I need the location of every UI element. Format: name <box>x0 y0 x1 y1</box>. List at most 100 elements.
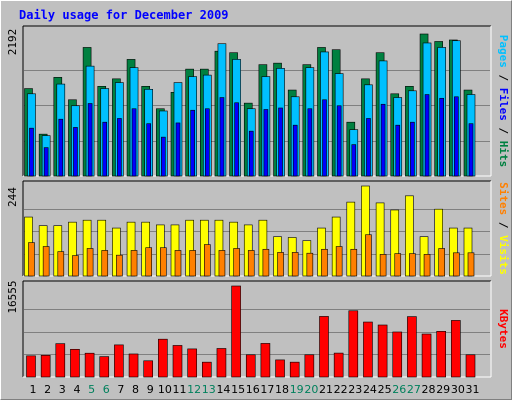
sites-bar-day-17 <box>262 248 270 277</box>
pages-bar-day-23 <box>351 144 357 177</box>
pages-bar-day-18 <box>278 107 283 177</box>
sites-bar-day-6 <box>101 250 109 277</box>
kbytes-bar-day-20 <box>304 354 315 378</box>
x-tick-label-day-21: 21 <box>319 383 333 396</box>
sites-bar-day-23 <box>350 248 358 277</box>
bottom-panel-series-label-part-1: KBytes <box>497 309 510 349</box>
x-tick-label-day-17: 17 <box>260 383 274 396</box>
sites-bar-day-18 <box>277 252 284 277</box>
kbytes-bar-day-15 <box>231 285 241 378</box>
x-tick-label-day-13: 13 <box>202 383 216 396</box>
x-tick-label-day-6: 6 <box>103 383 110 396</box>
kbytes-bar-day-14 <box>216 348 227 378</box>
x-tick-label-day-20: 20 <box>304 383 318 396</box>
kbytes-bar-day-24 <box>363 321 373 378</box>
x-tick-label-day-24: 24 <box>363 383 377 396</box>
sites-bar-day-4 <box>72 255 79 277</box>
kbytes-bar-day-2 <box>40 354 51 378</box>
pages-bar-day-25 <box>380 103 386 177</box>
x-tick-label-day-30: 30 <box>451 383 465 396</box>
sites-bar-day-28 <box>423 254 431 277</box>
sites-bar-day-20 <box>306 252 314 277</box>
middle-panel-series-label: Sites / Visits <box>497 182 510 275</box>
pages-bar-day-16 <box>248 130 254 177</box>
kbytes-bar-day-10 <box>158 338 168 378</box>
pages-bar-day-9 <box>146 123 151 177</box>
sites-bar-day-7 <box>116 254 123 277</box>
kbytes-bar-day-3 <box>55 343 66 378</box>
sites-bar-day-25 <box>379 254 387 277</box>
kbytes-bar-day-19 <box>289 361 300 378</box>
kbytes-bar-day-18 <box>275 359 285 378</box>
pages-bar-day-13 <box>205 108 210 177</box>
top-panel-series-label-part-5: Hits <box>497 141 510 168</box>
x-tick-label-day-8: 8 <box>132 383 139 396</box>
pages-bar-day-6 <box>102 121 108 177</box>
pages-bar-day-22 <box>336 105 342 177</box>
kbytes-bar-day-12 <box>187 348 197 378</box>
pages-bar-day-2 <box>43 147 49 177</box>
kbytes-bar-day-13 <box>202 361 212 378</box>
kbytes-bar-day-1 <box>26 355 36 378</box>
pages-bar-day-31 <box>468 123 474 177</box>
bottom-panel-series-label: KBytes <box>497 309 510 349</box>
middle-panel-series-label-part-3: Visits <box>497 235 510 275</box>
pages-bar-day-12 <box>190 109 195 177</box>
sites-bar-day-11 <box>174 250 182 277</box>
chart-title: Daily usage for December 2009 <box>19 8 229 22</box>
x-tick-label-day-14: 14 <box>216 383 230 396</box>
kbytes-bar-day-16 <box>245 354 256 378</box>
x-tick-label-day-4: 4 <box>73 383 80 396</box>
middle-panel-ymax-label: 244 <box>6 187 19 207</box>
kbytes-bar-day-30 <box>451 320 461 378</box>
sites-bar-day-22 <box>335 246 343 277</box>
kbytes-bar-day-6 <box>99 356 110 378</box>
x-tick-label-day-2: 2 <box>44 383 51 396</box>
x-tick-label-day-11: 11 <box>173 383 187 396</box>
pages-bar-day-17 <box>263 109 269 177</box>
pages-bar-day-21 <box>322 99 327 177</box>
top-panel-series-label: Pages / Files / Hits <box>497 35 510 168</box>
x-tick-label-day-28: 28 <box>422 383 436 396</box>
sites-bar-day-26 <box>394 253 402 277</box>
kbytes-bar-day-22 <box>333 352 344 378</box>
x-tick-label-day-19: 19 <box>290 383 304 396</box>
sites-bar-day-30 <box>453 252 460 277</box>
top-panel-series-label-part-1: Pages <box>497 35 510 68</box>
kbytes-bar-day-26 <box>392 331 403 378</box>
sites-bar-day-5 <box>86 248 94 277</box>
kbytes-bar-day-23 <box>348 310 359 378</box>
middle-panel-series-label-part-2: / <box>497 215 510 235</box>
pages-bar-day-30 <box>454 96 459 177</box>
kbytes-bar-day-7 <box>114 344 124 378</box>
x-tick-label-day-5: 5 <box>88 383 95 396</box>
pages-bar-day-1 <box>29 127 34 177</box>
kbytes-bar-day-31 <box>465 354 476 378</box>
x-tick-label-day-10: 10 <box>158 383 172 396</box>
bottom-panel-ymax-label: 16555 <box>6 280 19 313</box>
kbytes-bar-day-21 <box>319 316 329 378</box>
kbytes-bar-day-28 <box>421 333 432 378</box>
pages-bar-day-5 <box>87 103 93 177</box>
kbytes-bar-day-8 <box>128 353 139 378</box>
x-tick-label-day-22: 22 <box>334 383 348 396</box>
x-tick-label-day-18: 18 <box>275 383 289 396</box>
sites-bar-day-21 <box>321 248 328 277</box>
pages-bar-day-11 <box>175 122 181 177</box>
x-tick-label-day-15: 15 <box>231 383 245 396</box>
pages-bar-day-29 <box>439 97 445 177</box>
sites-bar-day-12 <box>189 250 196 277</box>
top-panel-series-label-part-3: Files <box>497 88 510 121</box>
sites-bar-day-19 <box>291 252 299 277</box>
pages-bar-day-4 <box>73 127 78 177</box>
pages-bar-day-20 <box>307 108 313 177</box>
kbytes-bar-day-27 <box>407 316 417 378</box>
x-tick-label-day-1: 1 <box>30 383 37 396</box>
kbytes-bar-day-5 <box>84 352 95 378</box>
x-tick-label-day-9: 9 <box>147 383 154 396</box>
kbytes-bar-day-17 <box>260 343 271 378</box>
sites-bar-day-31 <box>467 252 475 277</box>
sites-bar-day-10 <box>160 247 167 277</box>
pages-bar-day-10 <box>161 136 166 177</box>
